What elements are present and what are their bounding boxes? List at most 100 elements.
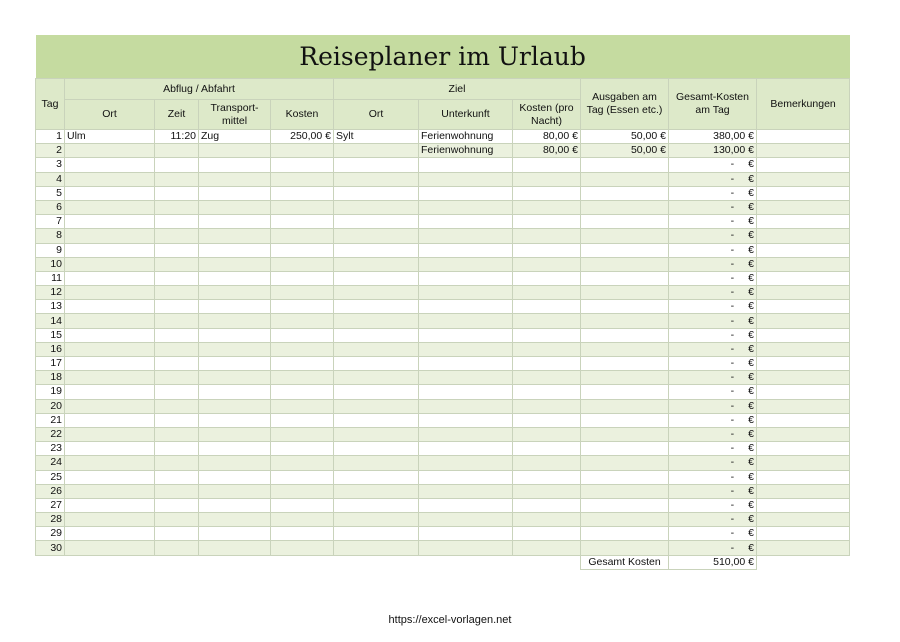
cell-ausgaben[interactable]	[580, 214, 669, 230]
cell-transport[interactable]	[198, 214, 271, 230]
cell-ort[interactable]	[64, 469, 155, 485]
cell-zeit[interactable]	[154, 313, 199, 329]
cell-ort[interactable]	[64, 171, 155, 187]
cell-transport[interactable]	[198, 157, 271, 173]
cell-gesamt[interactable]: - €	[668, 228, 757, 244]
cell-ausgaben[interactable]	[580, 157, 669, 173]
cell-unterkunft[interactable]	[418, 398, 513, 414]
cell-transport[interactable]	[198, 426, 271, 443]
cell-ort[interactable]	[64, 185, 155, 201]
cell-zeit[interactable]	[154, 157, 199, 173]
cell-ziel-ort[interactable]	[333, 256, 419, 272]
cell-ort[interactable]	[64, 327, 155, 343]
cell-transport[interactable]: Zug	[198, 128, 271, 145]
cell-zeit[interactable]	[154, 355, 199, 372]
cell-bemerkungen[interactable]	[755, 171, 851, 187]
cell-unterkunft[interactable]	[418, 256, 513, 272]
cell-bemerkungen[interactable]	[755, 199, 851, 216]
cell-zeit[interactable]	[154, 143, 199, 159]
cell-bemerkungen[interactable]	[755, 256, 851, 272]
cell-ziel-ort[interactable]	[333, 228, 419, 244]
cell-kosten-nacht[interactable]	[512, 497, 581, 514]
cell-ziel-ort[interactable]	[333, 398, 419, 414]
cell-unterkunft[interactable]	[418, 426, 513, 443]
cell-zeit[interactable]	[154, 327, 199, 343]
cell-gesamt[interactable]: - €	[668, 214, 757, 230]
cell-kosten[interactable]	[270, 483, 334, 499]
cell-unterkunft[interactable]	[418, 299, 513, 315]
cell-ziel-ort[interactable]	[333, 497, 419, 514]
cell-bemerkungen[interactable]	[755, 483, 851, 499]
cell-unterkunft[interactable]: Ferienwohnung	[418, 143, 513, 159]
cell-gesamt[interactable]: - €	[668, 256, 757, 272]
cell-transport[interactable]	[198, 469, 271, 485]
cell-kosten-nacht[interactable]	[512, 526, 581, 542]
cell-unterkunft[interactable]	[418, 185, 513, 201]
footer-url[interactable]: https://excel-vorlagen.net	[388, 614, 512, 626]
cell-ausgaben[interactable]	[580, 441, 669, 457]
cell-gesamt[interactable]: - €	[668, 157, 757, 173]
cell-unterkunft[interactable]	[418, 313, 513, 329]
cell-gesamt[interactable]: - €	[668, 426, 757, 443]
cell-zeit[interactable]	[154, 199, 199, 216]
cell-ort[interactable]	[64, 285, 155, 301]
cell-gesamt[interactable]: - €	[668, 370, 757, 386]
cell-tag[interactable]: 21	[35, 412, 65, 428]
cell-gesamt[interactable]: - €	[668, 355, 757, 372]
cell-bemerkungen[interactable]	[755, 128, 851, 145]
cell-unterkunft[interactable]	[418, 341, 513, 358]
cell-bemerkungen[interactable]	[755, 398, 851, 414]
cell-tag[interactable]: 7	[35, 214, 65, 230]
cell-transport[interactable]	[198, 384, 271, 400]
cell-kosten-nacht[interactable]	[512, 455, 581, 471]
cell-unterkunft[interactable]	[418, 455, 513, 471]
cell-kosten-nacht[interactable]: 80,00 €	[512, 128, 581, 145]
cell-ort[interactable]	[64, 199, 155, 216]
cell-kosten-nacht[interactable]	[512, 426, 581, 443]
cell-ziel-ort[interactable]	[333, 355, 419, 372]
cell-kosten[interactable]: 250,00 €	[270, 128, 334, 145]
cell-zeit[interactable]	[154, 228, 199, 244]
cell-zeit[interactable]	[154, 483, 199, 499]
cell-kosten[interactable]	[270, 327, 334, 343]
cell-unterkunft[interactable]	[418, 497, 513, 514]
cell-kosten[interactable]	[270, 214, 334, 230]
cell-ausgaben[interactable]	[580, 455, 669, 471]
cell-ort[interactable]	[64, 355, 155, 372]
cell-gesamt[interactable]: - €	[668, 327, 757, 343]
cell-kosten[interactable]	[270, 299, 334, 315]
cell-ziel-ort[interactable]	[333, 327, 419, 343]
cell-kosten[interactable]	[270, 512, 334, 528]
cell-ausgaben[interactable]	[580, 384, 669, 400]
cell-ziel-ort[interactable]	[333, 171, 419, 187]
cell-kosten-nacht[interactable]	[512, 384, 581, 400]
cell-tag[interactable]: 28	[35, 512, 65, 528]
cell-ziel-ort[interactable]	[333, 157, 419, 173]
cell-ausgaben[interactable]	[580, 370, 669, 386]
cell-tag[interactable]: 26	[35, 483, 65, 499]
cell-tag[interactable]: 19	[35, 384, 65, 400]
cell-zeit[interactable]	[154, 398, 199, 414]
cell-ziel-ort[interactable]	[333, 526, 419, 542]
cell-ausgaben[interactable]	[580, 199, 669, 216]
cell-ausgaben[interactable]: 50,00 €	[580, 143, 669, 159]
cell-kosten[interactable]	[270, 526, 334, 542]
cell-kosten[interactable]	[270, 270, 334, 287]
cell-zeit[interactable]	[154, 540, 199, 556]
cell-zeit[interactable]: 11:20	[154, 128, 199, 145]
cell-kosten[interactable]	[270, 426, 334, 443]
cell-kosten-nacht[interactable]	[512, 199, 581, 216]
cell-bemerkungen[interactable]	[755, 299, 851, 315]
cell-kosten-nacht[interactable]	[512, 512, 581, 528]
cell-unterkunft[interactable]	[418, 483, 513, 499]
cell-transport[interactable]	[198, 256, 271, 272]
cell-kosten[interactable]	[270, 313, 334, 329]
cell-unterkunft[interactable]	[418, 370, 513, 386]
cell-tag[interactable]: 9	[35, 242, 65, 258]
cell-transport[interactable]	[198, 455, 271, 471]
cell-kosten-nacht[interactable]	[512, 469, 581, 485]
cell-tag[interactable]: 22	[35, 426, 65, 443]
cell-ziel-ort[interactable]	[333, 469, 419, 485]
cell-gesamt[interactable]: - €	[668, 313, 757, 329]
cell-transport[interactable]	[198, 512, 271, 528]
